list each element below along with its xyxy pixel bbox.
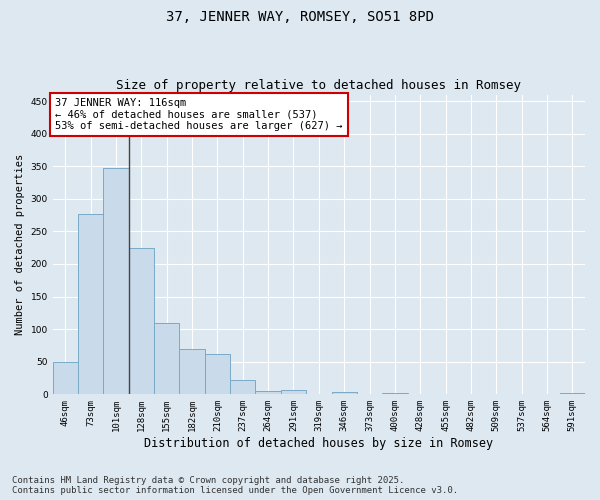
Text: 37, JENNER WAY, ROMSEY, SO51 8PD: 37, JENNER WAY, ROMSEY, SO51 8PD (166, 10, 434, 24)
Bar (154, 322, 179, 394)
Bar (281, 390, 306, 394)
Bar (53, 362, 78, 394)
Y-axis label: Number of detached properties: Number of detached properties (15, 154, 25, 335)
Bar (560, 393, 585, 394)
Text: 37 JENNER WAY: 116sqm
← 46% of detached houses are smaller (537)
53% of semi-det: 37 JENNER WAY: 116sqm ← 46% of detached … (55, 98, 343, 131)
Bar (382, 393, 407, 394)
Bar (78, 214, 103, 394)
Text: Contains HM Land Registry data © Crown copyright and database right 2025.
Contai: Contains HM Land Registry data © Crown c… (12, 476, 458, 495)
Bar (205, 354, 230, 395)
Bar (129, 248, 154, 394)
Bar (332, 392, 357, 394)
Bar (179, 348, 205, 395)
X-axis label: Distribution of detached houses by size in Romsey: Distribution of detached houses by size … (144, 437, 493, 450)
Bar (256, 391, 281, 394)
Bar (103, 168, 129, 394)
Bar (230, 380, 256, 394)
Title: Size of property relative to detached houses in Romsey: Size of property relative to detached ho… (116, 79, 521, 92)
